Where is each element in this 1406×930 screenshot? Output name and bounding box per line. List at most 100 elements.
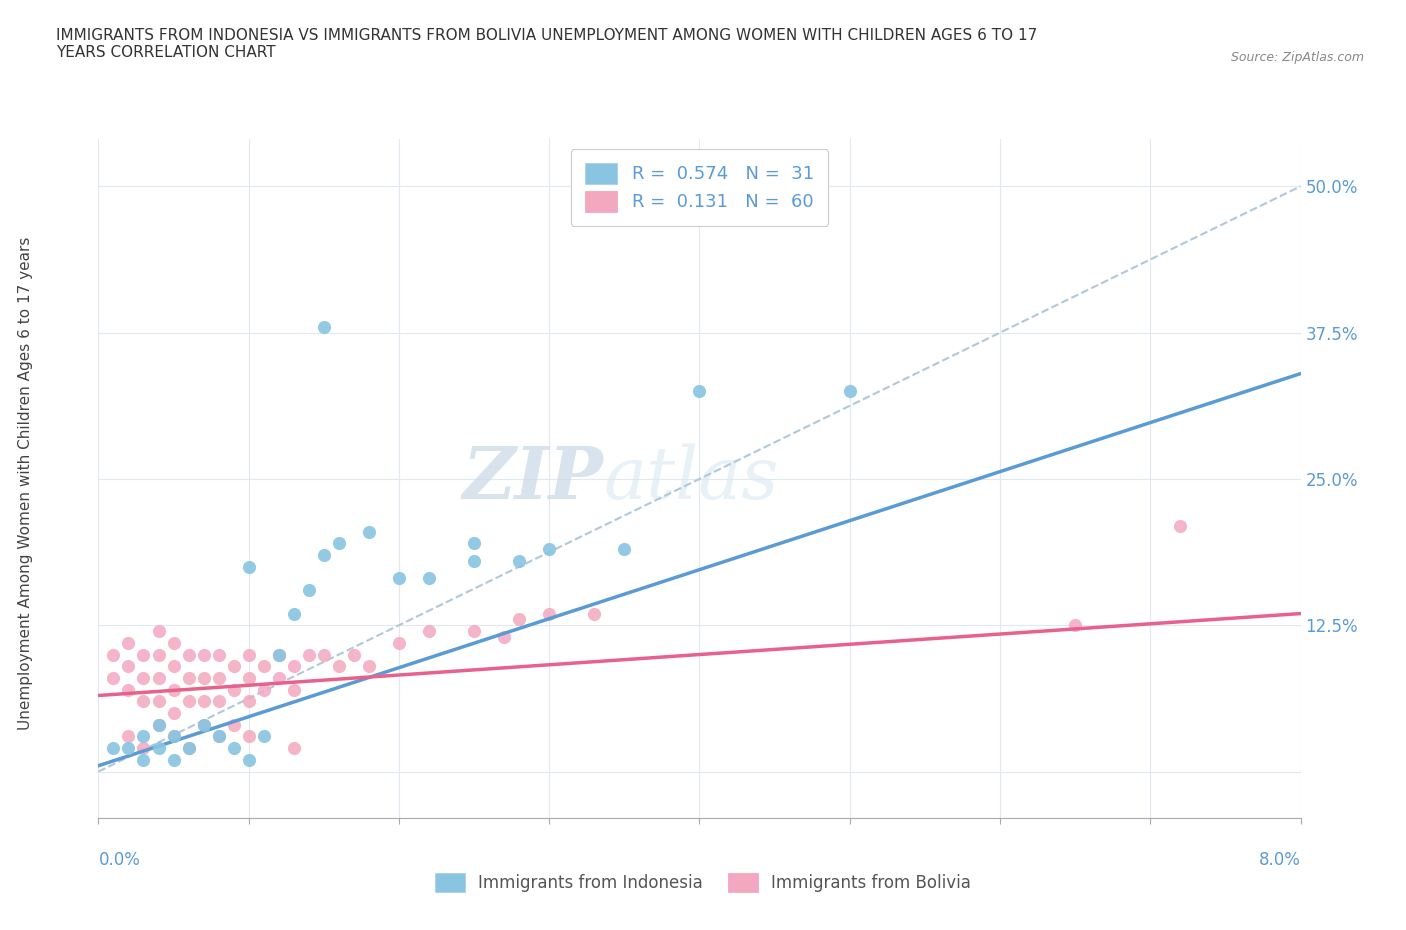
Point bbox=[148, 647, 170, 662]
Point bbox=[238, 752, 260, 767]
Point bbox=[193, 647, 215, 662]
Point bbox=[463, 536, 485, 551]
Point bbox=[177, 740, 200, 755]
Point bbox=[312, 548, 335, 563]
Point bbox=[148, 694, 170, 709]
Point bbox=[148, 717, 170, 732]
Point bbox=[267, 647, 290, 662]
Point bbox=[117, 635, 139, 650]
Point bbox=[132, 671, 155, 685]
Point bbox=[238, 729, 260, 744]
Point bbox=[328, 658, 350, 673]
Point bbox=[267, 647, 290, 662]
Point bbox=[132, 647, 155, 662]
Point bbox=[148, 624, 170, 639]
Point bbox=[357, 525, 380, 539]
Text: IMMIGRANTS FROM INDONESIA VS IMMIGRANTS FROM BOLIVIA UNEMPLOYMENT AMONG WOMEN WI: IMMIGRANTS FROM INDONESIA VS IMMIGRANTS … bbox=[56, 28, 1038, 60]
Point bbox=[208, 647, 231, 662]
Point bbox=[177, 671, 200, 685]
Point bbox=[117, 683, 139, 698]
Point bbox=[312, 647, 335, 662]
Point bbox=[238, 694, 260, 709]
Point bbox=[283, 606, 305, 621]
Point bbox=[222, 683, 245, 698]
Point bbox=[162, 658, 184, 673]
Point bbox=[689, 384, 711, 399]
Text: atlas: atlas bbox=[603, 444, 779, 514]
Point bbox=[162, 635, 184, 650]
Point bbox=[508, 612, 530, 627]
Point bbox=[208, 729, 231, 744]
Point bbox=[193, 717, 215, 732]
Point bbox=[538, 606, 561, 621]
Point bbox=[267, 671, 290, 685]
Point bbox=[103, 671, 125, 685]
Point bbox=[418, 624, 440, 639]
Point bbox=[208, 671, 231, 685]
Point bbox=[583, 606, 606, 621]
Point bbox=[117, 729, 139, 744]
Point bbox=[253, 729, 276, 744]
Point bbox=[283, 658, 305, 673]
Point bbox=[103, 647, 125, 662]
Point bbox=[132, 729, 155, 744]
Point bbox=[193, 671, 215, 685]
Point bbox=[162, 729, 184, 744]
Point bbox=[1064, 618, 1087, 632]
Point bbox=[253, 683, 276, 698]
Point bbox=[388, 571, 411, 586]
Point bbox=[238, 559, 260, 574]
Point bbox=[298, 583, 321, 598]
Point bbox=[388, 635, 411, 650]
Point bbox=[177, 647, 200, 662]
Point bbox=[208, 729, 231, 744]
Point bbox=[238, 671, 260, 685]
Point bbox=[357, 658, 380, 673]
Point bbox=[162, 706, 184, 721]
Point bbox=[132, 740, 155, 755]
Point bbox=[283, 740, 305, 755]
Text: Unemployment Among Women with Children Ages 6 to 17 years: Unemployment Among Women with Children A… bbox=[18, 237, 32, 730]
Point bbox=[132, 694, 155, 709]
Point bbox=[494, 630, 516, 644]
Point bbox=[148, 671, 170, 685]
Point bbox=[508, 553, 530, 568]
Point bbox=[117, 740, 139, 755]
Point bbox=[222, 658, 245, 673]
Point bbox=[132, 752, 155, 767]
Point bbox=[222, 717, 245, 732]
Point bbox=[193, 717, 215, 732]
Point bbox=[328, 536, 350, 551]
Point bbox=[177, 694, 200, 709]
Point bbox=[162, 752, 184, 767]
Text: 0.0%: 0.0% bbox=[98, 851, 141, 870]
Point bbox=[253, 658, 276, 673]
Text: ZIP: ZIP bbox=[463, 444, 603, 514]
Point bbox=[1168, 518, 1191, 533]
Point bbox=[238, 647, 260, 662]
Point bbox=[463, 624, 485, 639]
Text: 8.0%: 8.0% bbox=[1258, 851, 1301, 870]
Point bbox=[162, 729, 184, 744]
Point bbox=[148, 717, 170, 732]
Point bbox=[117, 658, 139, 673]
Point bbox=[343, 647, 366, 662]
Point bbox=[103, 740, 125, 755]
Point bbox=[418, 571, 440, 586]
Point bbox=[463, 553, 485, 568]
Point bbox=[838, 384, 860, 399]
Legend: Immigrants from Indonesia, Immigrants from Bolivia: Immigrants from Indonesia, Immigrants fr… bbox=[429, 866, 977, 898]
Point bbox=[613, 542, 636, 557]
Text: Source: ZipAtlas.com: Source: ZipAtlas.com bbox=[1230, 51, 1364, 64]
Point bbox=[222, 740, 245, 755]
Legend: R =  0.574   N =  31, R =  0.131   N =  60: R = 0.574 N = 31, R = 0.131 N = 60 bbox=[571, 149, 828, 226]
Point bbox=[177, 740, 200, 755]
Point bbox=[298, 647, 321, 662]
Point bbox=[162, 683, 184, 698]
Point bbox=[312, 319, 335, 334]
Point bbox=[208, 694, 231, 709]
Point bbox=[148, 740, 170, 755]
Point bbox=[193, 694, 215, 709]
Point bbox=[283, 683, 305, 698]
Point bbox=[538, 542, 561, 557]
